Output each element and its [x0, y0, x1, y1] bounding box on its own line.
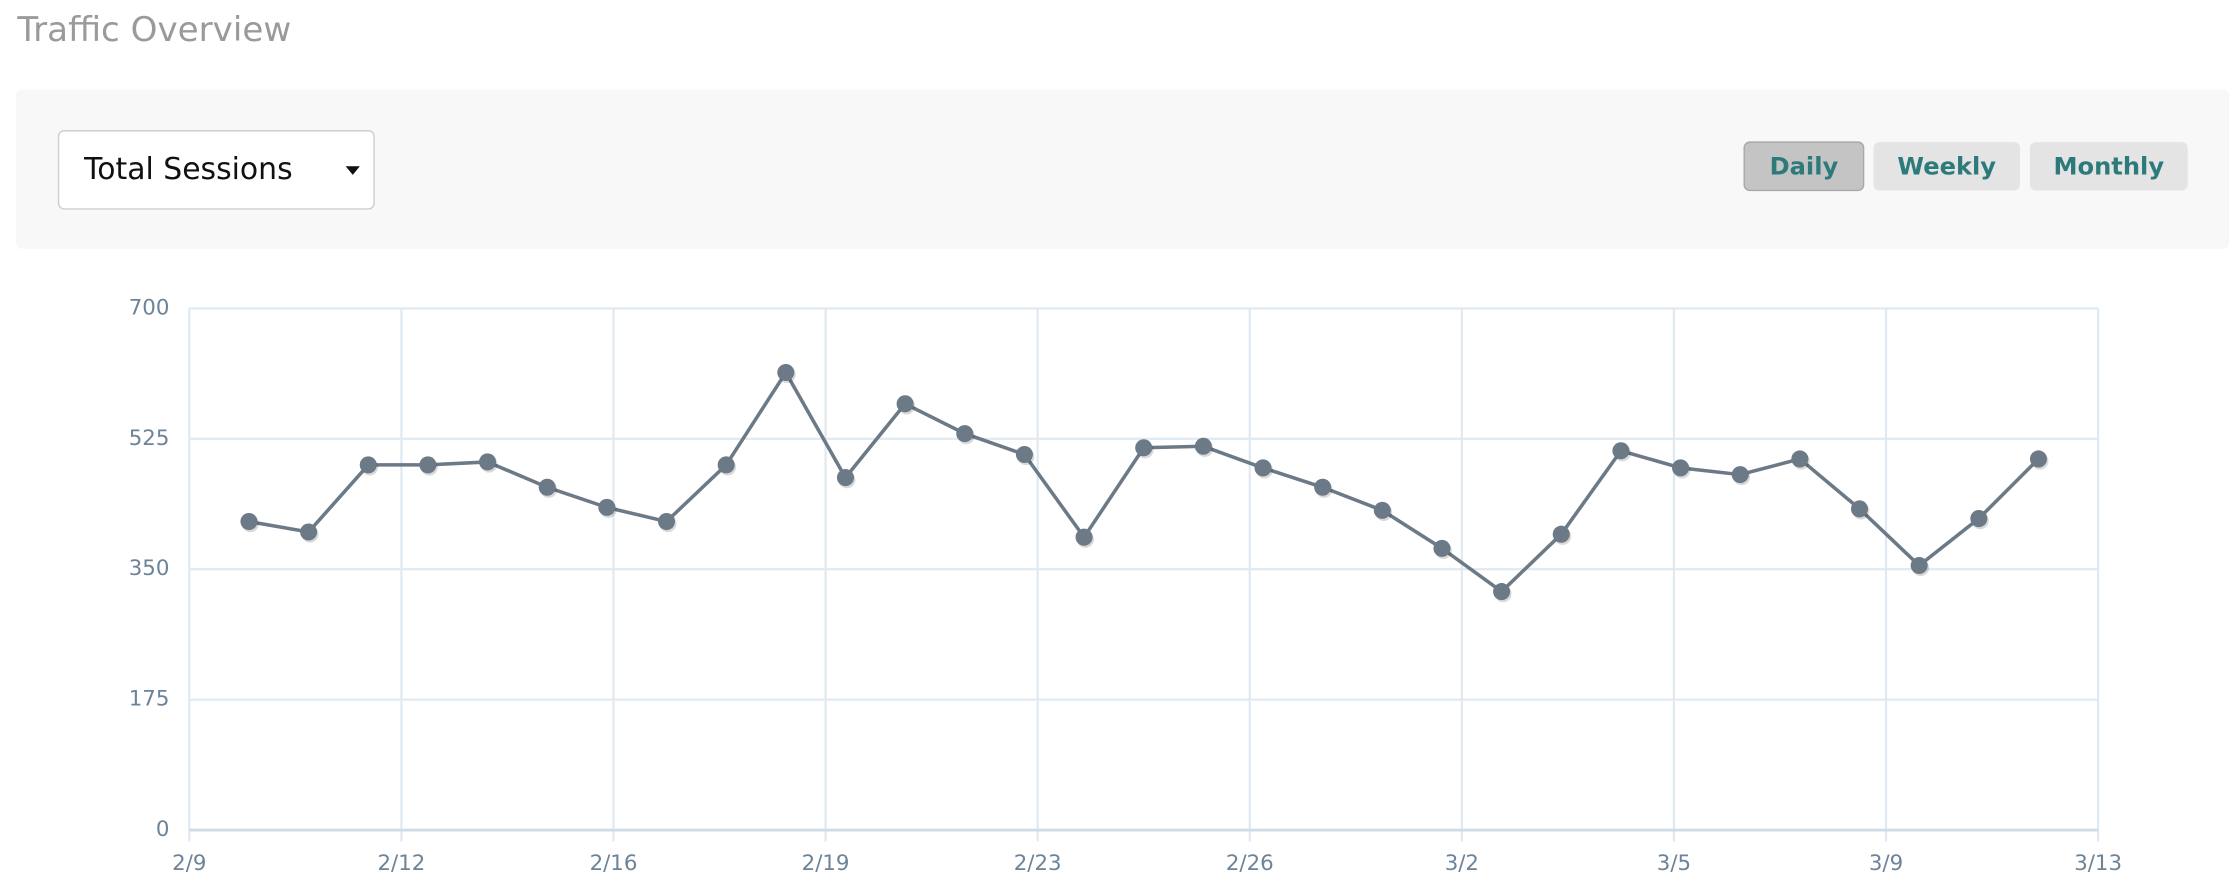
data-point[interactable] — [240, 513, 258, 531]
data-point[interactable] — [1850, 500, 1869, 518]
data-point[interactable] — [1433, 539, 1451, 557]
toggle-button-label[interactable]: Daily — [1770, 153, 1839, 181]
data-point[interactable] — [2029, 450, 2047, 468]
series-line — [248, 369, 2040, 594]
toggle-button-label[interactable]: Monthly — [2053, 153, 2164, 181]
data-point[interactable] — [1075, 528, 1093, 546]
data-point[interactable] — [598, 498, 616, 516]
data-point[interactable] — [1612, 442, 1630, 460]
data-point[interactable] — [956, 425, 974, 443]
toggle-button[interactable] — [2029, 142, 2188, 191]
data-point[interactable] — [300, 523, 318, 541]
dropdown-box[interactable] — [57, 130, 375, 210]
data-point[interactable] — [1314, 478, 1332, 496]
data-point[interactable] — [1373, 501, 1391, 519]
data-point[interactable] — [419, 456, 437, 474]
y-tick-label: 175 — [129, 687, 170, 712]
y-tick-label: 525 — [129, 426, 170, 451]
x-tick-label: 2/23 — [1014, 851, 1062, 876]
dropdown[interactable]: Total Sessions — [57, 130, 375, 210]
data-point[interactable] — [1672, 459, 1690, 477]
data-point[interactable] — [836, 469, 854, 487]
y-tick-label: 350 — [129, 556, 170, 581]
dropdown-caret — [345, 166, 360, 175]
data-point[interactable] — [359, 456, 377, 474]
data-point[interactable] — [717, 456, 735, 474]
x-tick-label: 2/16 — [590, 851, 638, 876]
data-point[interactable] — [1015, 445, 1033, 464]
data-point[interactable] — [657, 513, 676, 531]
x-tick-label: 3/9 — [1869, 851, 1903, 876]
x-tick-label: 2/12 — [377, 851, 425, 876]
data-point[interactable] — [1254, 459, 1272, 477]
dropdown-label[interactable]: Total Sessions — [83, 152, 293, 187]
data-point[interactable] — [1970, 510, 1988, 528]
x-tick-label: 3/2 — [1445, 851, 1479, 876]
toolbar — [15, 89, 2229, 249]
data-point[interactable] — [1910, 556, 1928, 575]
x-tick-label: 2/26 — [1226, 851, 1274, 876]
data-point[interactable] — [479, 453, 497, 471]
data-point[interactable] — [538, 478, 556, 496]
y-tick-label: 700 — [129, 295, 170, 320]
x-tick-label: 3/5 — [1657, 851, 1691, 876]
page-title: Traffic Overview — [16, 10, 291, 50]
x-tick-label: 2/19 — [802, 851, 850, 876]
toggle-button[interactable] — [1743, 141, 1865, 192]
data-point[interactable] — [896, 395, 914, 413]
data-point[interactable] — [1194, 437, 1212, 455]
data-point[interactable] — [1493, 583, 1511, 601]
data-point[interactable] — [1552, 525, 1570, 543]
toggle-button-label[interactable]: Weekly — [1897, 153, 1996, 181]
x-tick-label: 3/13 — [2074, 851, 2122, 876]
data-point[interactable] — [1135, 439, 1153, 457]
data-point[interactable] — [1731, 466, 1749, 484]
data-point[interactable] — [1791, 450, 1809, 468]
data-point[interactable] — [777, 363, 795, 382]
toggle-button[interactable] — [1873, 142, 2020, 191]
y-tick-label: 0 — [156, 817, 170, 842]
x-tick-label: 2/9 — [172, 851, 206, 876]
